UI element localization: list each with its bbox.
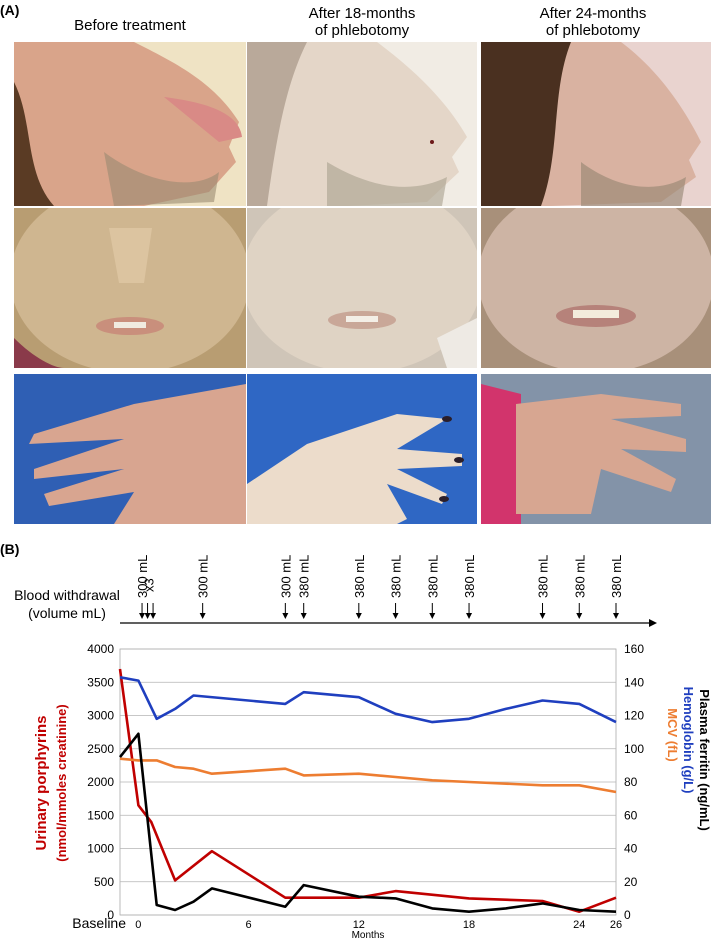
withdrawal-label: 300 mL — [196, 555, 211, 598]
column-title-24-months: After 24-months of phlebotomy — [539, 5, 647, 39]
left-tick-label: 2500 — [87, 742, 114, 756]
photo-profile-24-months — [481, 42, 711, 206]
withdrawal-label: 380 mL — [389, 555, 404, 598]
right-tick-label: 100 — [624, 742, 644, 756]
x-tick-label: 24 — [573, 919, 585, 931]
withdrawal-label: 380 mL — [462, 555, 477, 598]
withdrawal-label: x3 — [142, 578, 157, 592]
left-tick-label: 0 — [107, 908, 114, 922]
left-axis-title-line1: Urinary porphyrins — [33, 715, 50, 850]
panel-a-label: (A) — [0, 2, 20, 18]
left-tick-label: 2000 — [87, 775, 114, 789]
photo-hand-24-months — [481, 374, 711, 524]
withdrawal-arrowhead — [392, 613, 399, 619]
withdrawal-label: 300 mL — [135, 555, 150, 598]
right-axis-title-hemoglobin: Hemoglobin (g/L) — [681, 687, 696, 794]
timeline-arrowhead — [649, 619, 657, 627]
series-line-urinary-porphyrins — [118, 668, 617, 914]
right-axis-title-ferritin: Plasma ferritin (ng/mL) — [697, 689, 711, 831]
x-tick-label: 26 — [610, 919, 622, 931]
x-tick-label: 12 — [353, 919, 365, 931]
left-tick-label: 1500 — [87, 808, 114, 822]
photo-profile-before — [14, 42, 246, 206]
withdrawal-arrowhead — [199, 613, 206, 619]
right-tick-label: 60 — [624, 808, 638, 822]
x-tick-label: 18 — [463, 919, 475, 931]
withdrawal-arrowhead — [429, 613, 436, 619]
withdrawal-arrowhead — [139, 613, 146, 619]
withdrawal-label: 380 mL — [609, 555, 624, 598]
right-axis-ticks: 160 140 120 100 80 60 40 20 0 — [624, 642, 644, 922]
column-title-before: Before treatment — [74, 17, 186, 34]
withdrawal-arrowhead — [282, 613, 289, 619]
withdrawal-title: Blood withdrawal — [14, 587, 120, 603]
right-tick-label: 120 — [624, 709, 644, 723]
withdrawal-label: 380 mL — [425, 555, 440, 598]
withdrawal-arrowhead — [576, 613, 583, 619]
withdrawal-arrowhead — [355, 613, 362, 619]
left-tick-label: 3500 — [87, 675, 114, 689]
right-tick-label: 40 — [624, 842, 638, 856]
x-tick-label: 6 — [246, 919, 252, 931]
panel-b-label: (B) — [0, 541, 20, 557]
column-title-18-months: After 18-months of phlebotomy — [308, 5, 416, 39]
right-tick-label: 20 — [624, 875, 638, 889]
left-axis-title-line2: (nmol/mmoles creatinine) — [54, 704, 69, 861]
x-axis-ticks: Baseline 0 6 12 18 24 26 — [72, 915, 622, 931]
photo-profile-18-months — [247, 42, 477, 206]
series-lines — [118, 668, 617, 914]
withdrawal-arrowhead — [466, 613, 473, 619]
photo-hand-before — [14, 374, 246, 524]
withdrawal-arrowhead — [144, 613, 151, 619]
series-line-mcv — [119, 757, 617, 794]
gridlines — [120, 648, 616, 916]
right-tick-label: 0 — [624, 908, 631, 922]
series-line-hemoglobin — [119, 676, 617, 724]
withdrawal-label: 380 mL — [536, 555, 551, 598]
series-line-plasma-ferritin — [118, 732, 617, 914]
left-tick-label: 500 — [94, 875, 114, 889]
x-axis-title: Months — [352, 930, 385, 941]
withdrawal-label: 380 mL — [572, 555, 587, 598]
left-tick-label: 4000 — [87, 642, 114, 656]
right-tick-label: 80 — [624, 775, 638, 789]
right-tick-label: 140 — [624, 675, 644, 689]
right-tick-label: 160 — [624, 642, 644, 656]
withdrawal-arrowhead — [300, 613, 307, 619]
withdrawal-arrowhead — [539, 613, 546, 619]
right-axis-title-mcv: MCV (fL) — [665, 708, 680, 761]
photo-face-before — [14, 208, 246, 368]
withdrawal-arrowhead — [150, 613, 157, 619]
photo-hand-18-months — [247, 374, 477, 524]
left-axis-ticks: 4000 3500 3000 2500 2000 1500 1000 500 0 — [87, 642, 114, 922]
photo-face-24-months — [481, 208, 711, 368]
withdrawal-label: 380 mL — [297, 555, 312, 598]
withdrawal-label: 380 mL — [352, 555, 367, 598]
left-tick-label: 1000 — [87, 842, 114, 856]
x-tick-label: 0 — [135, 919, 141, 931]
withdrawal-subtitle: (volume mL) — [28, 605, 106, 621]
x-tick-label: Baseline — [72, 915, 126, 931]
left-tick-label: 3000 — [87, 709, 114, 723]
withdrawal-arrowhead — [613, 613, 619, 619]
withdrawal-label: 300 mL — [278, 555, 293, 598]
photo-face-18-months — [247, 208, 477, 368]
